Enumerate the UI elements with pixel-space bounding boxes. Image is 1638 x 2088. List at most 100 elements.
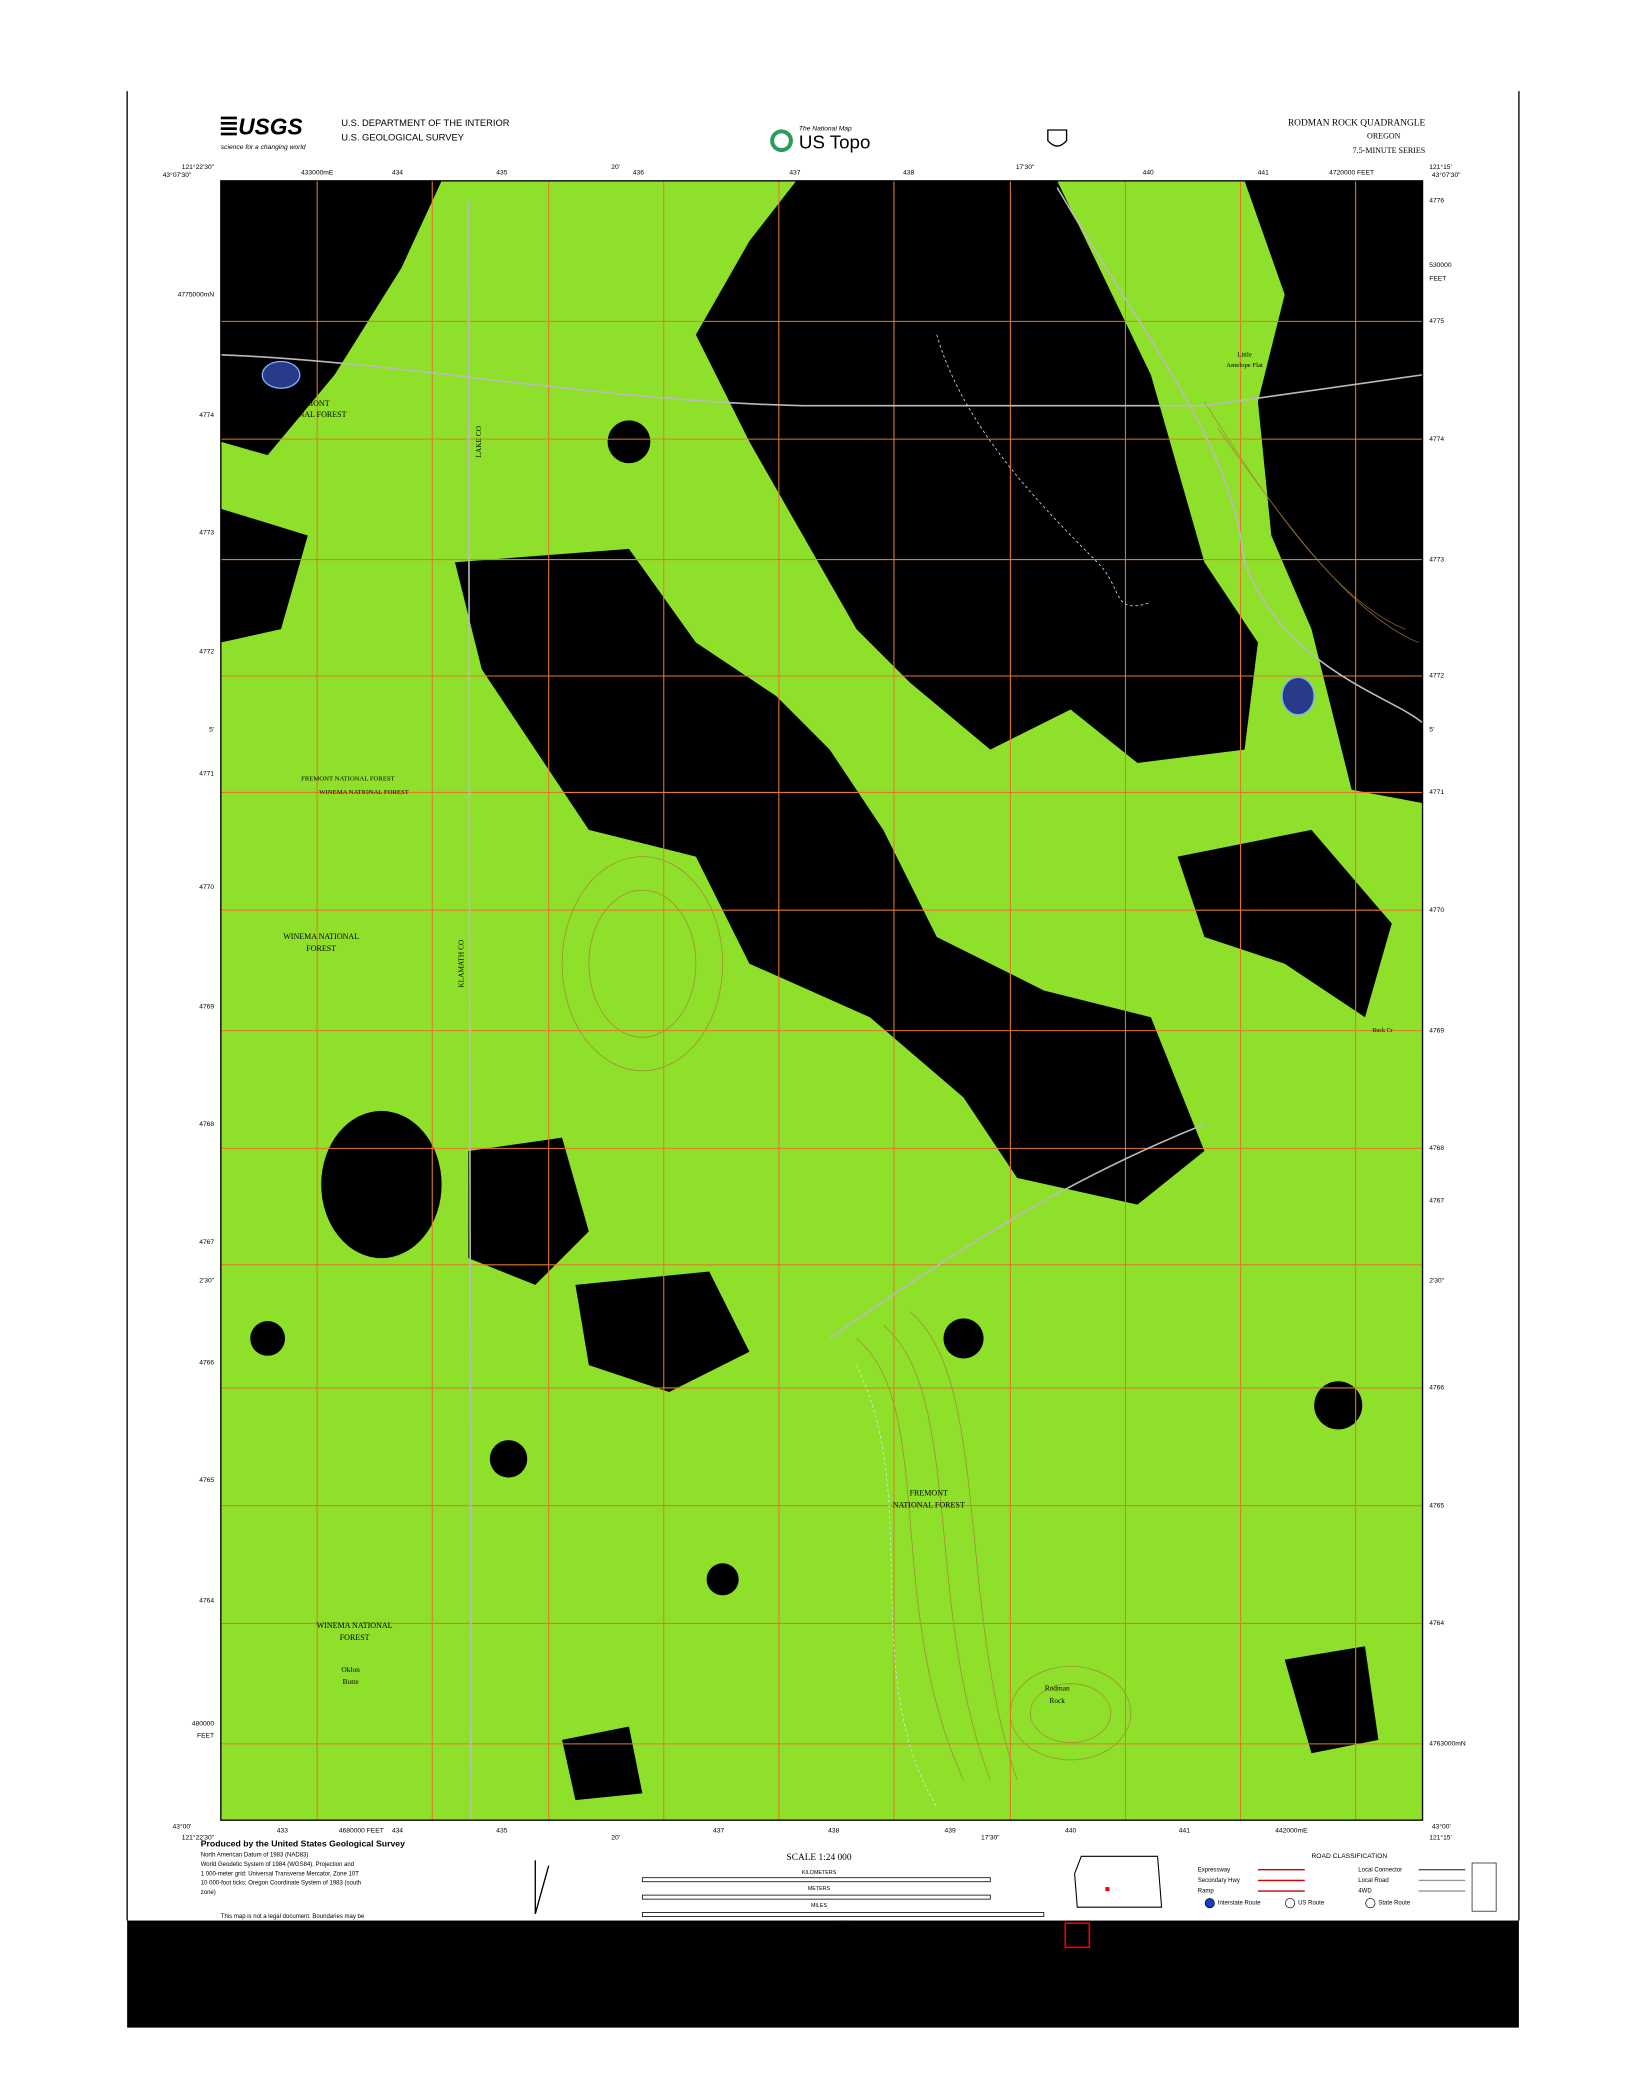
coordinate-label: 4767 bbox=[199, 1239, 214, 1246]
coordinate-label: 43°07'30" bbox=[163, 171, 192, 179]
open-area bbox=[489, 1440, 528, 1478]
coordinate-label: 440 bbox=[1065, 1828, 1076, 1835]
road-type: Expressway bbox=[1198, 1867, 1230, 1873]
open-area bbox=[1177, 829, 1392, 1018]
coordinate-label: 20' bbox=[611, 164, 620, 171]
cursor-box bbox=[1064, 1922, 1091, 1949]
road bbox=[1056, 187, 1424, 724]
us-topo-logo: The National Map US Topo bbox=[770, 125, 1068, 152]
map-labels: FREMONT NATIONAL FOREST FREMONT NATIONAL FO… bbox=[274, 265, 1392, 1705]
barcode-frame bbox=[1471, 1862, 1497, 1912]
scale-bar bbox=[641, 1894, 991, 1900]
place-label: McCarty Flat bbox=[363, 1137, 399, 1144]
stream bbox=[936, 334, 1152, 607]
place-label: KLAMATH CO bbox=[456, 939, 465, 988]
scale: SCALE 1:24 000 bbox=[787, 1853, 852, 1863]
logo-stripe bbox=[220, 121, 237, 125]
series-name: 7.5-MINUTE SERIES bbox=[1353, 146, 1426, 155]
route-shield bbox=[1365, 1898, 1376, 1909]
coordinate-label: 121°22'30" bbox=[182, 1833, 215, 1841]
place-label: Flat bbox=[1065, 469, 1076, 476]
datum-note: 10 000-foot ticks: Oregon Coordinate Sys… bbox=[201, 1881, 362, 1887]
open-area bbox=[1284, 1646, 1379, 1754]
coordinate-label: 4772 bbox=[1429, 673, 1444, 680]
contour bbox=[882, 1324, 991, 1781]
coordinate-label: 121°15' bbox=[1429, 1833, 1452, 1841]
open-area bbox=[468, 1137, 589, 1285]
road bbox=[467, 200, 472, 1821]
open-area bbox=[1244, 180, 1423, 804]
place-label: Buck Cr bbox=[1372, 1028, 1392, 1034]
coordinate-label: 480000 bbox=[192, 1721, 215, 1728]
place-label: WINEMA NATIONAL bbox=[317, 1621, 393, 1630]
coordinate-label: 4766 bbox=[1429, 1385, 1444, 1392]
stream bbox=[856, 1364, 938, 1808]
logo-stripe bbox=[220, 127, 237, 130]
coordinate-label: 121°22'30" bbox=[182, 163, 215, 171]
grid bbox=[220, 180, 1423, 1821]
agency-line: U.S. GEOLOGICAL SURVEY bbox=[341, 132, 465, 142]
coordinate-label: 441 bbox=[1258, 170, 1269, 177]
roads bbox=[220, 187, 1424, 1821]
coordinate-label: 4765 bbox=[1429, 1502, 1444, 1509]
coordinate-label: 4767 bbox=[1429, 1197, 1444, 1204]
coordinate-label: 4720000 FEET bbox=[1329, 170, 1374, 177]
coordinate-label: 4774 bbox=[199, 412, 214, 419]
datum-note: 1 000-meter grid: Universal Transverse M… bbox=[201, 1871, 359, 1877]
coordinate-label: 4680000 FEET bbox=[339, 1828, 384, 1835]
scale-bar bbox=[641, 1877, 991, 1883]
scale-unit: MILES bbox=[811, 1903, 827, 1909]
coordinate-label: 4768 bbox=[1429, 1145, 1444, 1152]
disclaimer: This map is not a legal document. Bounda… bbox=[221, 1914, 365, 1920]
lake bbox=[1281, 676, 1315, 716]
coordinate-label: 2'30" bbox=[1429, 1278, 1444, 1285]
coordinate-label: 5' bbox=[1429, 726, 1434, 733]
place-label: Butte bbox=[343, 1677, 360, 1686]
coordinate-label: 4772 bbox=[199, 649, 214, 656]
place-label: WINEMA NATIONAL FOREST bbox=[319, 789, 409, 796]
coordinate-label: 4769 bbox=[1429, 1027, 1444, 1034]
contour bbox=[1030, 1683, 1112, 1743]
coordinate-label: 435 bbox=[496, 1828, 507, 1835]
road-type: Secondary Hwy bbox=[1198, 1878, 1240, 1884]
scale-unit: METERS bbox=[808, 1886, 831, 1892]
streams bbox=[856, 334, 1152, 1808]
open-area bbox=[607, 420, 651, 464]
coordinate-label: 4770 bbox=[199, 884, 214, 891]
datum-note: zone) bbox=[201, 1890, 216, 1896]
coordinate-label: 441 bbox=[1179, 1828, 1190, 1835]
coordinate-label: 17'30" bbox=[981, 1834, 1000, 1841]
coordinate-label: 438 bbox=[828, 1828, 839, 1835]
coordinate-label: 433000mE bbox=[301, 170, 334, 177]
place-label: LAKE CO bbox=[474, 425, 483, 457]
coordinate-label: 2'30" bbox=[199, 1278, 214, 1285]
place-label: Oklon bbox=[341, 1665, 360, 1674]
open-area bbox=[220, 508, 308, 643]
scale-bars bbox=[641, 1877, 1045, 1917]
quad-location bbox=[1105, 1887, 1110, 1892]
coordinate-label: 433 bbox=[277, 1828, 288, 1835]
place-label: FREMONT NATIONAL FOREST bbox=[301, 776, 395, 783]
place-label: NATIONAL FOREST bbox=[911, 457, 983, 466]
place-label: Antelope Flat bbox=[1226, 362, 1263, 369]
open-area bbox=[943, 1318, 984, 1359]
coordinate-label: 4764 bbox=[199, 1597, 214, 1604]
route-type: US Route bbox=[1298, 1901, 1325, 1907]
place-label: NATIONAL FOREST bbox=[274, 410, 346, 419]
flat bbox=[321, 1110, 442, 1259]
coordinate-label: 4769 bbox=[199, 1003, 214, 1010]
contour bbox=[856, 1338, 964, 1781]
place-label: FREMONT bbox=[910, 1488, 948, 1497]
coordinate-label: FEET bbox=[1429, 275, 1446, 282]
coordinate-label: 43°07'30" bbox=[1432, 171, 1461, 179]
coordinate-label: 4774 bbox=[1429, 436, 1444, 443]
forest-service-shield bbox=[1047, 129, 1068, 147]
quadrangle-name: RODMAN ROCK QUADRANGLE bbox=[1288, 118, 1426, 128]
road-type: 4WD bbox=[1358, 1889, 1372, 1895]
place-label: Deer Cr bbox=[854, 265, 873, 271]
place-label: FOREST bbox=[340, 1633, 370, 1642]
usgs-wordmark: USGS bbox=[238, 114, 302, 140]
coordinate-label: 530000 bbox=[1429, 262, 1452, 269]
coordinate-label: 43°00' bbox=[1432, 1823, 1451, 1831]
